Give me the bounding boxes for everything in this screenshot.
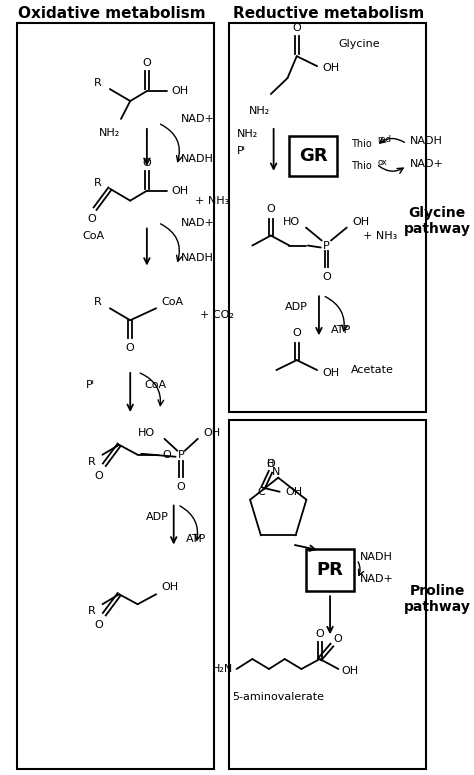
Text: O: O: [266, 459, 275, 469]
Text: CoA: CoA: [144, 380, 166, 390]
Text: H: H: [267, 459, 274, 469]
Text: P: P: [323, 240, 330, 250]
Text: + NH₃: + NH₃: [364, 230, 398, 240]
Text: NADH: NADH: [181, 153, 214, 164]
Text: NAD+: NAD+: [181, 114, 215, 124]
Text: O: O: [94, 470, 103, 480]
Text: HO: HO: [138, 428, 155, 438]
Text: O: O: [143, 158, 151, 168]
Text: O: O: [126, 343, 135, 353]
Text: ADP: ADP: [285, 302, 308, 312]
Text: N: N: [272, 467, 281, 477]
Text: CoA: CoA: [82, 230, 104, 240]
Text: P: P: [178, 449, 184, 460]
Text: Reductive metabolism: Reductive metabolism: [233, 6, 424, 21]
Text: O: O: [87, 214, 96, 224]
Text: 5-aminovalerate: 5-aminovalerate: [232, 692, 324, 702]
Text: Glycine
pathway: Glycine pathway: [404, 205, 471, 236]
Bar: [229, 420, 426, 769]
Text: ATP: ATP: [186, 535, 206, 545]
Text: OH: OH: [203, 428, 220, 438]
Text: ATP: ATP: [331, 326, 351, 336]
Bar: [306, 549, 354, 591]
Text: Acetate: Acetate: [350, 365, 393, 375]
Bar: [229, 23, 426, 412]
Text: Oxidative metabolism: Oxidative metabolism: [18, 6, 206, 21]
Text: ADP: ADP: [146, 512, 169, 522]
Text: O: O: [322, 272, 331, 282]
Text: + NH₃: + NH₃: [195, 195, 229, 205]
Text: O: O: [143, 58, 151, 68]
Text: OH: OH: [285, 487, 302, 497]
Text: NAD+: NAD+: [181, 218, 215, 228]
Text: Thio: Thio: [351, 160, 372, 170]
Text: NH₂: NH₂: [99, 128, 120, 138]
Text: NAD+: NAD+: [360, 574, 393, 584]
Text: Glycine: Glycine: [338, 40, 380, 50]
Text: OH: OH: [323, 63, 340, 73]
Text: Thio: Thio: [351, 139, 372, 149]
Text: NADH: NADH: [360, 553, 392, 563]
Text: Proline
pathway: Proline pathway: [404, 584, 471, 615]
Text: R: R: [94, 298, 102, 308]
Text: O: O: [266, 204, 275, 214]
Text: O: O: [334, 634, 343, 644]
Text: NAD+: NAD+: [410, 159, 444, 169]
Bar: [289, 136, 337, 176]
Text: H₂N: H₂N: [212, 664, 233, 674]
Text: GR: GR: [299, 146, 328, 165]
Text: HO: HO: [283, 216, 301, 226]
Text: OH: OH: [172, 86, 189, 96]
Text: OH: OH: [323, 368, 340, 378]
Text: OH: OH: [352, 216, 369, 226]
Text: O: O: [292, 328, 301, 338]
Text: OH: OH: [172, 186, 189, 196]
Text: + CO₂: + CO₂: [200, 310, 234, 320]
Text: red: red: [377, 136, 391, 144]
Text: R: R: [94, 177, 102, 188]
Text: C: C: [257, 487, 265, 497]
Text: NH₂: NH₂: [237, 129, 258, 139]
Text: CoA: CoA: [162, 298, 184, 308]
Text: PR: PR: [317, 561, 344, 580]
Text: R: R: [94, 78, 102, 88]
Text: NADH: NADH: [410, 136, 443, 146]
Text: R: R: [88, 456, 95, 467]
Text: O: O: [177, 481, 185, 491]
Text: O: O: [292, 23, 301, 33]
Text: ox: ox: [377, 158, 387, 167]
Text: O: O: [316, 629, 324, 639]
Text: O: O: [94, 620, 103, 630]
Text: R: R: [88, 606, 95, 616]
Text: NH₂: NH₂: [249, 106, 270, 116]
Text: Pᴵ: Pᴵ: [237, 146, 246, 156]
Text: OH: OH: [341, 666, 358, 676]
Bar: [18, 23, 214, 769]
Text: Pᴵ: Pᴵ: [86, 380, 95, 390]
Text: O: O: [163, 449, 172, 460]
Text: NADH: NADH: [181, 253, 214, 264]
Text: OH: OH: [162, 582, 179, 592]
